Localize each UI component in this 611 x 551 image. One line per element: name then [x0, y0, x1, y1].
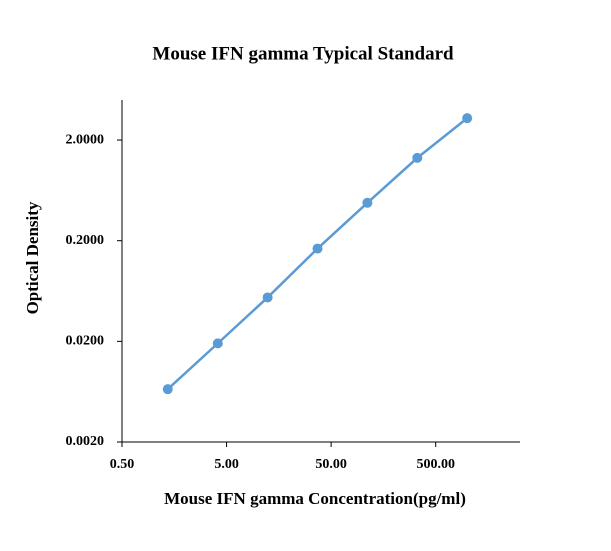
y-tick-label: 0.2000: [66, 233, 105, 248]
x-axis-title: Mouse IFN gamma Concentration(pg/ml): [164, 489, 466, 508]
data-point: [262, 292, 273, 303]
data-point: [162, 384, 173, 395]
y-tick-label: 2.0000: [66, 132, 105, 147]
y-tick-label: 0.0020: [66, 434, 105, 449]
data-point: [312, 243, 323, 254]
data-point: [412, 152, 423, 163]
x-tick-label: 5.00: [214, 457, 239, 472]
x-tick-label: 0.50: [110, 457, 135, 472]
x-tick-label: 500.00: [416, 457, 455, 472]
data-point: [362, 197, 373, 208]
y-tick-label: 0.0200: [66, 334, 105, 349]
series-line: [166, 117, 468, 391]
x-tick-label: 50.00: [315, 457, 347, 472]
y-axis-title: Optical Density: [23, 201, 42, 314]
data-point: [212, 338, 223, 349]
data-point: [462, 113, 473, 124]
chart-title: Mouse IFN gamma Typical Standard: [152, 43, 454, 64]
